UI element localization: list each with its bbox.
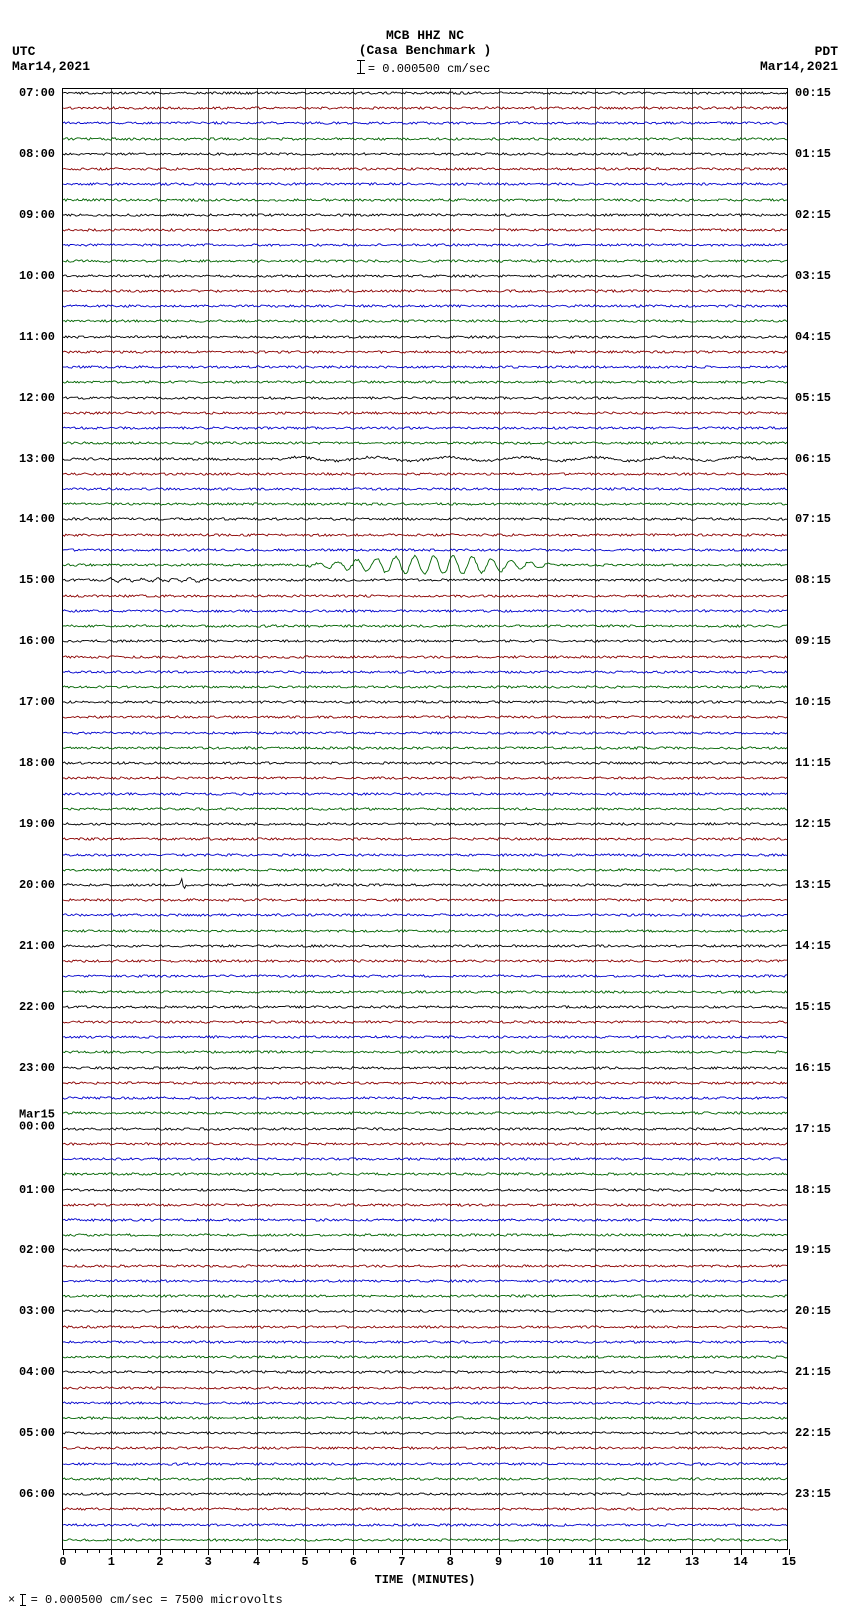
time-label-utc: 04:00 [19, 1365, 55, 1379]
scale-text: = 0.000500 cm/sec [368, 62, 490, 76]
x-tick [692, 1549, 693, 1555]
x-tick [208, 1549, 209, 1555]
x-tick-label: 13 [685, 1555, 699, 1569]
x-tick-label: 6 [350, 1555, 357, 1569]
seismogram-plot: TIME (MINUTES)012345678910111213141507:0… [62, 88, 788, 1550]
x-tick [111, 1549, 112, 1555]
time-label-utc: 15:00 [19, 573, 55, 587]
time-label-pdt: 00:15 [795, 86, 831, 100]
footer-text: = 0.000500 cm/sec = 7500 microvolts [31, 1593, 283, 1607]
time-label-pdt: 12:15 [795, 817, 831, 831]
time-label-pdt: 02:15 [795, 208, 831, 222]
x-axis-label: TIME (MINUTES) [63, 1573, 787, 1587]
time-label-pdt: 10:15 [795, 695, 831, 709]
time-label-utc: 03:00 [19, 1304, 55, 1318]
time-label-pdt: 06:15 [795, 452, 831, 466]
chart-title: MCB HHZ NC (Casa Benchmark ) [0, 28, 850, 58]
time-label-pdt: 11:15 [795, 756, 831, 770]
timezone-left: UTC Mar14,2021 [12, 44, 90, 74]
seismic-trace [63, 1530, 787, 1550]
x-tick-label: 2 [156, 1555, 163, 1569]
time-label-pdt: 13:15 [795, 878, 831, 892]
time-label-pdt: 21:15 [795, 1365, 831, 1379]
time-label-pdt: 16:15 [795, 1061, 831, 1075]
time-label-pdt: 01:15 [795, 147, 831, 161]
time-label-pdt: 03:15 [795, 269, 831, 283]
time-label-utc: 08:00 [19, 147, 55, 161]
tz-right-label: PDT [760, 44, 838, 59]
time-label-utc: 07:00 [19, 86, 55, 100]
time-label-pdt: 15:15 [795, 1000, 831, 1014]
x-tick-label: 8 [447, 1555, 454, 1569]
time-label-utc: 06:00 [19, 1487, 55, 1501]
time-label-utc: 17:00 [19, 695, 55, 709]
x-tick [789, 1549, 790, 1555]
x-tick [305, 1549, 306, 1555]
x-tick [160, 1549, 161, 1555]
x-tick-label: 12 [637, 1555, 651, 1569]
footer-bar-icon [22, 1594, 23, 1606]
scale-indicator: = 0.000500 cm/sec [0, 62, 850, 76]
x-tick [547, 1549, 548, 1555]
time-label-pdt: 14:15 [795, 939, 831, 953]
time-label-pdt: 18:15 [795, 1183, 831, 1197]
time-label-utc: 19:00 [19, 817, 55, 831]
x-tick [257, 1549, 258, 1555]
time-label-pdt: 08:15 [795, 573, 831, 587]
x-tick-label: 11 [588, 1555, 602, 1569]
time-label-pdt: 23:15 [795, 1487, 831, 1501]
x-tick [741, 1549, 742, 1555]
x-tick-label: 4 [253, 1555, 260, 1569]
time-label-utc: 21:00 [19, 939, 55, 953]
x-tick-label: 1 [108, 1555, 115, 1569]
x-tick [644, 1549, 645, 1555]
title-line1: MCB HHZ NC [0, 28, 850, 43]
tz-left-date: Mar14,2021 [12, 59, 90, 74]
time-label-utc: 02:00 [19, 1243, 55, 1257]
time-label-utc: 05:00 [19, 1426, 55, 1440]
scale-bar-icon [360, 60, 361, 74]
x-tick-label: 3 [205, 1555, 212, 1569]
footer-scale: × = 0.000500 cm/sec = 7500 microvolts [8, 1593, 283, 1607]
timezone-right: PDT Mar14,2021 [760, 44, 838, 74]
title-line2: (Casa Benchmark ) [0, 43, 850, 58]
time-label-utc: 22:00 [19, 1000, 55, 1014]
time-label-utc: 13:00 [19, 452, 55, 466]
time-label-utc: 01:00 [19, 1183, 55, 1197]
x-tick-label: 5 [301, 1555, 308, 1569]
time-label-utc: 09:00 [19, 208, 55, 222]
time-label-pdt: 19:15 [795, 1243, 831, 1257]
time-label-pdt: 09:15 [795, 634, 831, 648]
time-label-utc: 16:00 [19, 634, 55, 648]
time-label-utc: 10:00 [19, 269, 55, 283]
time-label-pdt: 17:15 [795, 1122, 831, 1136]
time-label-pdt: 05:15 [795, 391, 831, 405]
x-tick [595, 1549, 596, 1555]
time-label-utc: 18:00 [19, 756, 55, 770]
x-tick-label: 7 [398, 1555, 405, 1569]
time-label-pdt: 20:15 [795, 1304, 831, 1318]
x-tick [450, 1549, 451, 1555]
time-label-utc: 14:00 [19, 512, 55, 526]
x-tick [499, 1549, 500, 1555]
tz-left-label: UTC [12, 44, 90, 59]
x-tick-label: 0 [59, 1555, 66, 1569]
x-tick-label: 10 [540, 1555, 554, 1569]
time-label-pdt: 22:15 [795, 1426, 831, 1440]
tz-right-date: Mar14,2021 [760, 59, 838, 74]
x-tick [353, 1549, 354, 1555]
time-label-utc: 11:00 [19, 330, 55, 344]
x-tick-label: 14 [733, 1555, 747, 1569]
time-label-pdt: 04:15 [795, 330, 831, 344]
x-tick [63, 1549, 64, 1555]
time-label-utc: 20:00 [19, 878, 55, 892]
time-label-utc: Mar1500:00 [19, 1108, 55, 1132]
x-tick-label: 9 [495, 1555, 502, 1569]
x-tick-label: 15 [782, 1555, 796, 1569]
time-label-utc: 12:00 [19, 391, 55, 405]
time-label-utc: 23:00 [19, 1061, 55, 1075]
x-tick [402, 1549, 403, 1555]
time-label-pdt: 07:15 [795, 512, 831, 526]
